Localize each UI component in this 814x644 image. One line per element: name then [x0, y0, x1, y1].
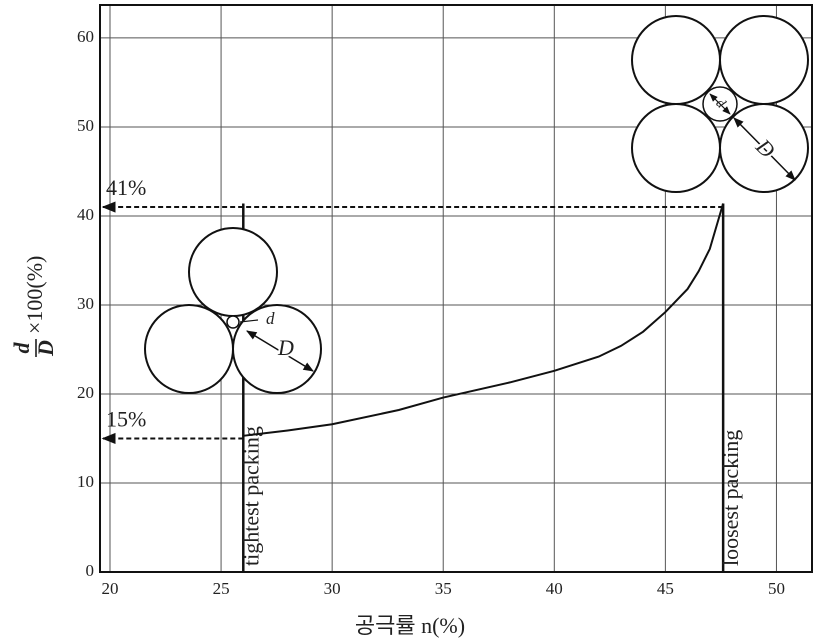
x-axis-label: 공극률 n(%) — [355, 613, 465, 638]
x-tick-label: 45 — [657, 579, 674, 598]
grain-label: D — [277, 335, 294, 360]
y-label-denominator: D — [33, 340, 58, 357]
data-line — [243, 203, 723, 435]
y-label-suffix: ×100(%) — [22, 256, 47, 334]
guide-label: 41% — [106, 175, 146, 200]
x-tick-label: 30 — [324, 579, 341, 598]
guide-label: 15% — [106, 407, 146, 432]
y-tick-label: 60 — [77, 27, 94, 46]
y-tick-label: 50 — [77, 116, 94, 135]
y-tick-label: 30 — [77, 294, 94, 313]
y-tick-label: 20 — [77, 383, 94, 402]
reference-label: loosest packing — [718, 430, 743, 566]
y-axis-label: d D ×100(%) — [9, 256, 58, 357]
x-tick-label: 35 — [435, 579, 452, 598]
y-label-numerator: d — [9, 342, 34, 354]
x-tick-label: 50 — [768, 579, 785, 598]
y-tick-label: 10 — [77, 472, 94, 491]
chart: d D d D 공극률 n(%) d D ×100(%) 20 25 30 35 40 4… — [0, 0, 814, 644]
x-tick-label: 40 — [546, 579, 563, 598]
reference-label: tightest packing — [238, 426, 263, 566]
y-tick-label: 0 — [86, 561, 95, 580]
x-tick-label: 20 — [101, 579, 118, 598]
tightest-diagram — [145, 228, 321, 393]
y-tick-label: 40 — [77, 205, 94, 224]
pore-label: d — [266, 309, 275, 328]
x-tick-label: 25 — [213, 579, 230, 598]
